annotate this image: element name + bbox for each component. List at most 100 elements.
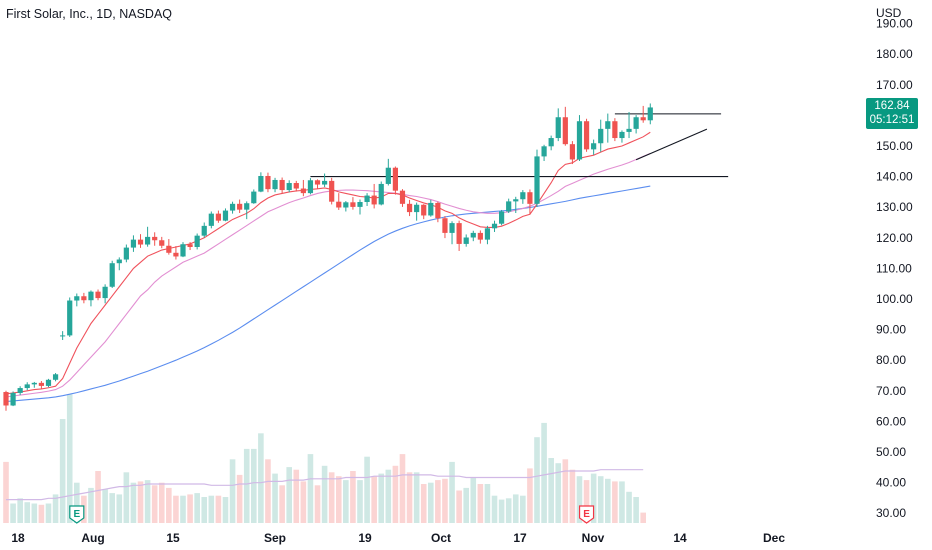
candle-body [647,107,653,121]
candle-body [399,190,406,204]
candle-body [24,384,30,389]
candle-body [541,146,547,157]
candle-body [159,240,165,246]
candle-body [350,202,356,207]
candle-body [520,192,526,200]
candle-body [428,202,434,216]
candle-body [435,202,441,219]
candle-body [406,203,413,213]
price-tick-label: 110.00 [876,261,912,275]
candle-body [45,379,52,386]
price-tick-label: 40.00 [876,476,906,490]
candle-body [201,225,207,236]
price-tick-label: 70.00 [876,384,906,398]
volume-bar [357,480,363,523]
time-tick-label: Oct [431,531,451,545]
volume-bar [279,485,285,523]
candle-body [548,138,554,147]
volume-bar [201,497,208,523]
candle-body [102,286,108,299]
volume-bar [215,495,222,523]
candle-body [534,156,540,204]
volume-bar [505,498,512,523]
volume-bar [512,494,519,523]
candle-body [619,131,625,139]
volume-bar [74,482,80,523]
time-tick-label: Dec [763,531,785,545]
volume-bar [590,473,597,523]
volume-bar [321,465,328,523]
volume-bar [562,459,569,523]
candle-body [272,179,278,190]
candle-body [307,180,314,194]
volume-bar [52,494,59,523]
candle-body [145,236,151,245]
candle-body [173,252,179,257]
volume-bar [392,465,399,523]
currency-label: USD [876,6,902,20]
price-tick-label: 80.00 [876,353,906,367]
volume-bar [378,473,385,523]
candle-body [484,228,491,240]
candle-body [137,239,144,245]
volume-bar [477,484,484,523]
volume-bar [491,495,498,523]
volume-bar [300,481,307,523]
volume-bar [343,480,349,523]
price-tick-label: 150.00 [876,139,913,153]
candle-body [81,296,87,301]
volume-bar [95,471,101,523]
candle-body [279,179,285,191]
candle-body [244,203,250,210]
candle-body [421,204,427,216]
candle-body [591,143,597,150]
candle-body [251,191,257,204]
volume-bar [385,469,392,523]
symbol-title[interactable]: First Solar, Inc., 1D, NASDAQ [6,7,173,21]
volume-bar [456,490,462,523]
candle-body [130,239,137,248]
volume-bar [59,419,66,523]
candle-body [414,204,420,213]
volume-bar [31,503,38,523]
volume-bar [38,504,45,523]
volume-bar [123,472,130,523]
price-axis: 190.00180.00170.00160.00150.00140.00130.… [876,17,913,521]
volume-bar [520,495,526,523]
earnings-marker[interactable]: E [578,505,595,524]
volume-bar [17,498,23,523]
last-price: 162.84 [874,100,910,112]
price-tick-label: 190.00 [876,17,913,31]
volume-bar [626,491,632,523]
volume-bar [258,433,264,523]
volume-bar [229,459,236,523]
volume-bar [137,481,144,523]
earnings-marker[interactable]: E [69,505,85,524]
candle-body [208,213,214,226]
volume-bar [3,461,9,523]
volume-bar [449,461,455,523]
candle-body [343,202,349,208]
candle-body [314,180,321,185]
candle-body [109,263,115,287]
volume-bar [194,493,200,523]
volume-bar [222,497,229,523]
volume-bar [605,478,611,523]
candle-body [576,121,583,160]
candle-body [116,259,122,264]
candle-body [187,244,193,247]
price-tick-label: 100.00 [876,292,913,306]
volume-bar [10,503,16,523]
time-tick-label: 17 [513,531,527,545]
time-tick-label: 18 [11,531,25,545]
candle-body [3,392,9,406]
earnings-badge [69,505,85,524]
volume-bar [364,456,370,523]
candle-body [463,237,469,244]
candle-body [215,213,221,221]
candle-body [38,382,44,386]
candle-body [605,121,611,129]
volume-bar [463,487,469,523]
volume-bar [498,499,505,523]
